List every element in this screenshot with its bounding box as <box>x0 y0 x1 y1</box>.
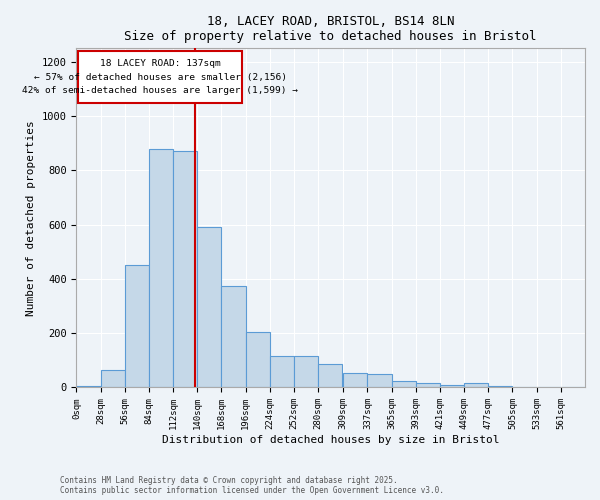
Bar <box>101 370 125 388</box>
Bar <box>343 372 367 388</box>
Text: Contains HM Land Registry data © Crown copyright and database right 2025.
Contai: Contains HM Land Registry data © Crown c… <box>60 476 444 495</box>
Bar <box>270 356 294 388</box>
Text: 18 LACEY ROAD: 137sqm: 18 LACEY ROAD: 137sqm <box>100 59 221 68</box>
Bar <box>512 386 536 388</box>
Bar <box>392 380 416 388</box>
Bar <box>464 384 488 388</box>
Bar <box>536 387 561 388</box>
Bar <box>125 266 149 388</box>
Text: 42% of semi-detached houses are larger (1,599) →: 42% of semi-detached houses are larger (… <box>22 86 298 95</box>
Bar <box>149 148 173 388</box>
Bar <box>318 364 343 388</box>
Bar <box>367 374 392 388</box>
Title: 18, LACEY ROAD, BRISTOL, BS14 8LN
Size of property relative to detached houses i: 18, LACEY ROAD, BRISTOL, BS14 8LN Size o… <box>124 15 537 43</box>
Bar <box>245 332 270 388</box>
Bar <box>416 384 440 388</box>
FancyBboxPatch shape <box>78 51 242 102</box>
X-axis label: Distribution of detached houses by size in Bristol: Distribution of detached houses by size … <box>162 435 499 445</box>
Bar <box>488 386 512 388</box>
Bar <box>440 385 464 388</box>
Bar <box>561 387 585 388</box>
Text: ← 57% of detached houses are smaller (2,156): ← 57% of detached houses are smaller (2,… <box>34 73 287 82</box>
Bar <box>294 356 318 388</box>
Y-axis label: Number of detached properties: Number of detached properties <box>26 120 36 316</box>
Bar <box>221 286 245 388</box>
Bar <box>76 386 101 388</box>
Bar <box>197 228 221 388</box>
Bar <box>173 152 197 388</box>
